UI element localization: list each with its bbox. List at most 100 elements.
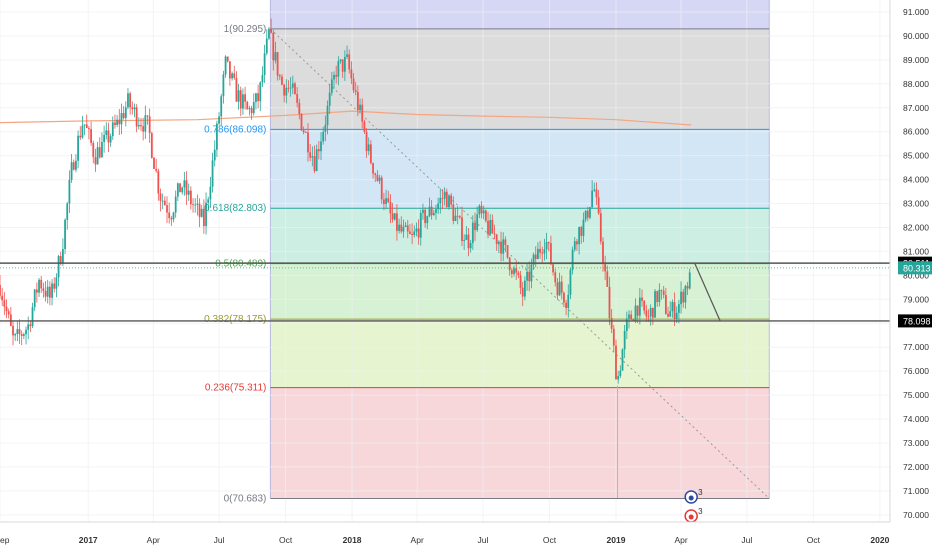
candle-body xyxy=(606,271,609,287)
candle xyxy=(150,131,153,159)
candle xyxy=(563,291,565,308)
candle-body xyxy=(580,226,583,236)
candle xyxy=(415,222,418,237)
candle-body xyxy=(686,286,689,289)
candle xyxy=(90,121,92,146)
candle xyxy=(140,117,142,131)
candle-body xyxy=(153,157,155,169)
candle xyxy=(543,238,546,261)
candle xyxy=(463,234,466,251)
candle xyxy=(617,370,620,384)
candle xyxy=(252,93,255,116)
candle xyxy=(526,263,528,291)
candle-body xyxy=(647,316,650,318)
candle xyxy=(391,203,394,223)
candle-body xyxy=(593,189,596,191)
candle xyxy=(623,324,626,359)
candle-body xyxy=(59,256,62,264)
candle-body xyxy=(350,69,353,79)
candle xyxy=(176,182,179,201)
fib-level-label: 0.236(75.311) xyxy=(205,383,267,394)
candle xyxy=(281,74,283,86)
candle xyxy=(645,304,648,322)
candle xyxy=(22,332,25,340)
candle-body xyxy=(133,107,136,110)
candle xyxy=(508,256,511,276)
candle xyxy=(298,98,301,120)
price-tag[interactable]: 78.098 xyxy=(898,314,932,328)
candle-body xyxy=(374,173,377,176)
candle xyxy=(172,211,175,223)
candle-body xyxy=(278,75,281,77)
current-price-tag[interactable]: 80.313 xyxy=(898,261,932,275)
candle xyxy=(649,304,652,326)
candle-body xyxy=(504,239,507,245)
candle xyxy=(213,140,216,167)
y-tick-label: 80.000 xyxy=(903,270,929,280)
candle-body xyxy=(667,313,669,317)
x-tick-label: ep xyxy=(0,535,10,545)
candle xyxy=(70,153,73,183)
candle-body xyxy=(500,241,502,254)
candle-body xyxy=(608,286,611,319)
y-tick-label: 82.000 xyxy=(903,222,929,232)
candle-body xyxy=(174,196,177,213)
candle-body xyxy=(161,200,164,202)
candle-body xyxy=(541,252,544,254)
candle xyxy=(615,339,617,380)
candle-body xyxy=(205,202,207,227)
candle xyxy=(365,128,368,158)
candle-body xyxy=(124,107,127,119)
candle xyxy=(513,265,515,277)
candle xyxy=(660,289,663,300)
candle-body xyxy=(57,256,60,278)
candle-body xyxy=(450,195,453,205)
candle xyxy=(29,321,32,333)
candle-body xyxy=(209,186,212,200)
candle-body xyxy=(419,213,422,238)
candle-body xyxy=(92,143,95,158)
candle xyxy=(341,59,344,78)
y-axis-background xyxy=(890,0,932,550)
candle xyxy=(337,56,340,86)
candle xyxy=(181,186,184,195)
candle-body xyxy=(85,124,88,128)
candle-body xyxy=(220,96,223,117)
candle xyxy=(27,316,30,340)
candle-body xyxy=(441,198,444,199)
candle-body xyxy=(129,93,132,108)
candle xyxy=(142,117,145,141)
candle-body xyxy=(343,56,346,72)
candle xyxy=(359,98,361,114)
candle-body xyxy=(246,101,249,110)
candle xyxy=(94,148,97,172)
candle-body xyxy=(259,82,262,102)
y-tick-label: 72.000 xyxy=(903,462,929,472)
candle-body xyxy=(489,219,492,235)
candle-body xyxy=(521,287,524,297)
candle xyxy=(532,252,535,270)
candle xyxy=(131,101,134,115)
candle-body xyxy=(602,241,604,264)
candle-body xyxy=(38,279,40,293)
candle xyxy=(68,170,71,213)
candle-body xyxy=(244,94,246,102)
event-markers: 33 xyxy=(684,488,703,523)
candle xyxy=(383,192,385,211)
event-marker[interactable]: 3 xyxy=(684,507,703,523)
candle-body xyxy=(207,199,210,203)
candle xyxy=(654,288,656,318)
candle-body xyxy=(567,294,570,309)
candle xyxy=(98,137,101,159)
x-tick-label: Oct xyxy=(543,535,557,545)
candles xyxy=(0,18,691,499)
candle-body xyxy=(40,279,43,289)
candle xyxy=(62,238,64,267)
candle-body xyxy=(194,204,197,206)
event-marker[interactable]: 3 xyxy=(684,488,703,504)
candle xyxy=(552,263,554,276)
candle-body xyxy=(437,203,440,210)
y-tick-label: 88.000 xyxy=(903,79,929,89)
